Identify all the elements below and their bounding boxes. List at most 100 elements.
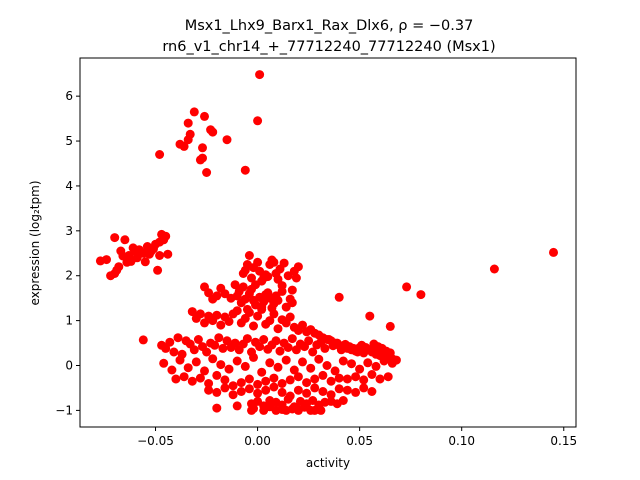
data-point [189,107,199,117]
data-point [244,308,254,317]
data-point [330,366,340,376]
data-point [306,405,316,415]
data-point [379,356,389,366]
data-point [283,394,293,404]
data-point [195,309,205,319]
data-point [293,385,303,395]
data-point [195,373,205,383]
data-point [247,284,256,294]
data-point [269,257,279,267]
data-point [208,354,218,364]
data-point [173,333,183,343]
data-point [200,282,209,292]
data-point [549,247,558,257]
data-point [351,387,361,397]
data-point [230,280,240,290]
data-point [220,383,230,393]
data-point [255,70,265,80]
data-point [257,367,267,377]
data-point [236,378,246,388]
y-tick-label: 3 [65,224,73,238]
x-tick-label: 0.15 [550,434,577,448]
y-tick-label: 2 [65,269,73,283]
data-point [222,135,232,145]
data-point [383,372,393,382]
data-point [351,372,361,382]
chart-title-line1: Msx1_Lhx9_Barx1_Rax_Dlx6, ρ = −0.37 [185,18,474,34]
data-point [359,375,369,385]
data-point [314,354,324,364]
data-point [212,310,222,320]
data-point [179,372,189,382]
chart-title-line2: rn6_v1_chr14_+_77712240_77712240 (Msx1) [162,39,495,55]
y-tick-label: 5 [65,134,73,148]
data-point [387,358,397,368]
data-point [249,404,258,414]
data-point [269,309,279,319]
data-point [269,373,279,383]
x-tick-label: −0.05 [137,434,174,448]
data-point [308,347,318,357]
data-point [224,317,234,326]
data-point [253,257,263,267]
data-point [269,382,279,392]
data-point [277,405,287,414]
data-point [265,402,275,412]
data-point [277,387,287,397]
y-tick-label: −1 [55,403,73,417]
data-point [287,285,297,295]
data-point [285,375,295,385]
data-point [140,257,150,267]
data-point [214,333,224,343]
data-point [212,387,222,397]
data-point [271,336,281,346]
data-point [281,355,291,365]
data-point [183,135,193,145]
data-point [257,304,267,314]
data-point [224,364,234,374]
data-point [110,233,120,243]
data-point [204,379,214,388]
data-point [216,320,226,330]
data-point [338,396,348,405]
data-point [304,336,314,346]
data-point [291,273,301,283]
data-point [363,358,373,368]
data-point [165,337,175,347]
data-point [385,321,395,331]
data-point [253,388,263,398]
data-point [298,320,307,330]
data-point [169,347,179,357]
data-point [316,405,326,415]
data-points [95,70,558,415]
data-point [279,258,289,268]
data-point [155,237,165,247]
data-point [212,403,222,413]
data-point [265,358,275,368]
data-point [244,384,254,394]
data-point [375,374,385,384]
data-point [193,335,203,344]
data-point [228,381,238,391]
data-point [275,346,285,356]
data-point [222,336,232,346]
x-tick-label: 0.10 [448,434,475,448]
data-point [298,357,307,367]
data-point [191,357,201,367]
data-point [318,387,328,396]
data-point [253,379,263,389]
data-point [155,150,165,159]
data-point [334,373,344,383]
data-point [326,390,336,400]
data-point [353,347,363,357]
data-point [167,365,177,375]
data-point [240,165,250,175]
data-point [289,365,299,375]
data-point [287,334,297,344]
data-point [365,311,375,321]
data-point [342,374,352,384]
data-point [334,384,344,394]
data-point [210,340,220,350]
data-point [359,383,369,393]
